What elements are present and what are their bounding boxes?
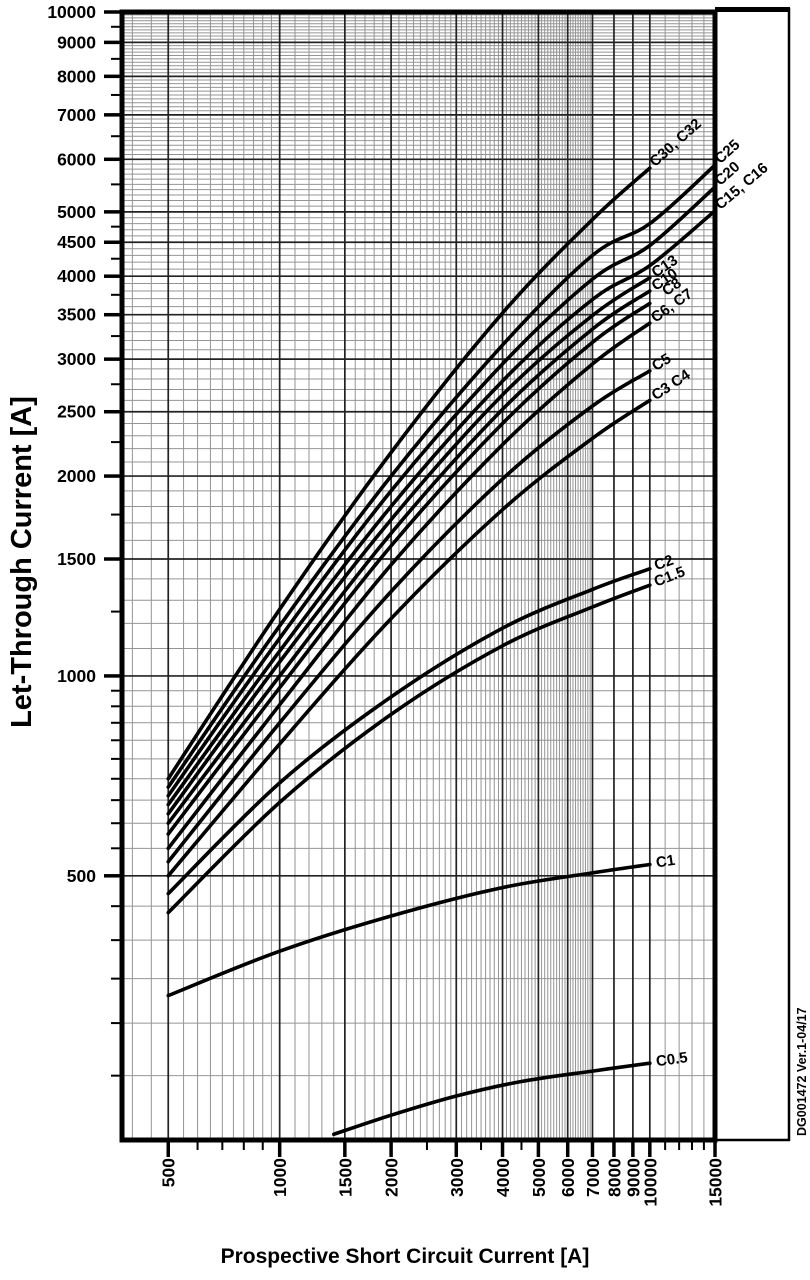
- curve-c6-c7: [166, 321, 652, 851]
- y-tick-label-3500: 3500: [57, 305, 96, 325]
- y-tick-label-7000: 7000: [57, 105, 96, 125]
- plot-border: [119, 9, 718, 1143]
- x-tick-label-15000: 15000: [706, 1158, 726, 1207]
- x-tick-label-6000: 6000: [558, 1158, 578, 1197]
- y-tick-label-5000: 5000: [57, 202, 96, 222]
- y-axis-title: Let-Through Current [A]: [6, 396, 38, 728]
- y-tick-label-8000: 8000: [57, 66, 96, 86]
- plot-frame: [119, 7, 791, 1143]
- x-tick-label-3000: 3000: [447, 1158, 467, 1197]
- y-tick-label-500: 500: [67, 866, 96, 886]
- curve-c0-5: [331, 1061, 652, 1137]
- curve-c1-5: [166, 583, 652, 915]
- axis-ticks: [104, 10, 717, 1157]
- doc-reference: DG001472 Ver.1-04/17: [795, 1007, 809, 1136]
- curve-c13: [166, 275, 652, 816]
- curve-c15-c16: [166, 208, 717, 807]
- y-tick-label-1000: 1000: [57, 666, 96, 686]
- curve-c3-c4: [166, 398, 652, 878]
- curve-c25: [166, 163, 717, 789]
- curve-c1: [166, 862, 652, 998]
- x-tick-label-8000: 8000: [604, 1158, 624, 1197]
- x-tick-label-1500: 1500: [335, 1158, 355, 1197]
- y-tick-label-2000: 2000: [57, 466, 96, 486]
- x-tick-label-1000: 1000: [270, 1158, 290, 1197]
- y-tick-label-3000: 3000: [57, 349, 96, 369]
- y-tick-label-4000: 4000: [57, 266, 96, 286]
- y-tick-label-4500: 4500: [57, 232, 96, 252]
- x-tick-label-10000: 10000: [640, 1158, 660, 1207]
- curve-c8: [166, 301, 652, 836]
- x-tick-label-4000: 4000: [493, 1158, 513, 1197]
- x-tick-label-2000: 2000: [382, 1158, 402, 1197]
- y-tick-label-2500: 2500: [57, 402, 96, 422]
- curve-label-c1: C1: [655, 852, 676, 872]
- x-tick-label-5000: 5000: [529, 1158, 549, 1197]
- y-tick-label-10000: 10000: [47, 2, 96, 22]
- curve-c2: [166, 567, 652, 896]
- curve-label-c2: C2: [652, 552, 676, 574]
- axis-tick-labels: 1000090008000700060005000450040003500300…: [47, 2, 725, 1207]
- y-tick-label-1500: 1500: [57, 549, 96, 569]
- x-tick-label-9000: 9000: [623, 1158, 643, 1197]
- curve-c20: [166, 185, 717, 798]
- y-tick-label-6000: 6000: [57, 149, 96, 169]
- curve-c10: [166, 289, 652, 826]
- x-tick-label-500: 500: [159, 1158, 179, 1187]
- curve-c30-c32: [166, 166, 652, 781]
- x-axis-title: Prospective Short Circuit Current [A]: [221, 1245, 590, 1268]
- curve-label-c5: C5: [649, 350, 674, 375]
- curve-c5: [166, 369, 652, 864]
- x-tick-label-7000: 7000: [583, 1158, 603, 1197]
- y-tick-label-9000: 9000: [57, 32, 96, 52]
- curves: [166, 163, 717, 1137]
- curve-label-c0-5: C0.5: [655, 1049, 689, 1070]
